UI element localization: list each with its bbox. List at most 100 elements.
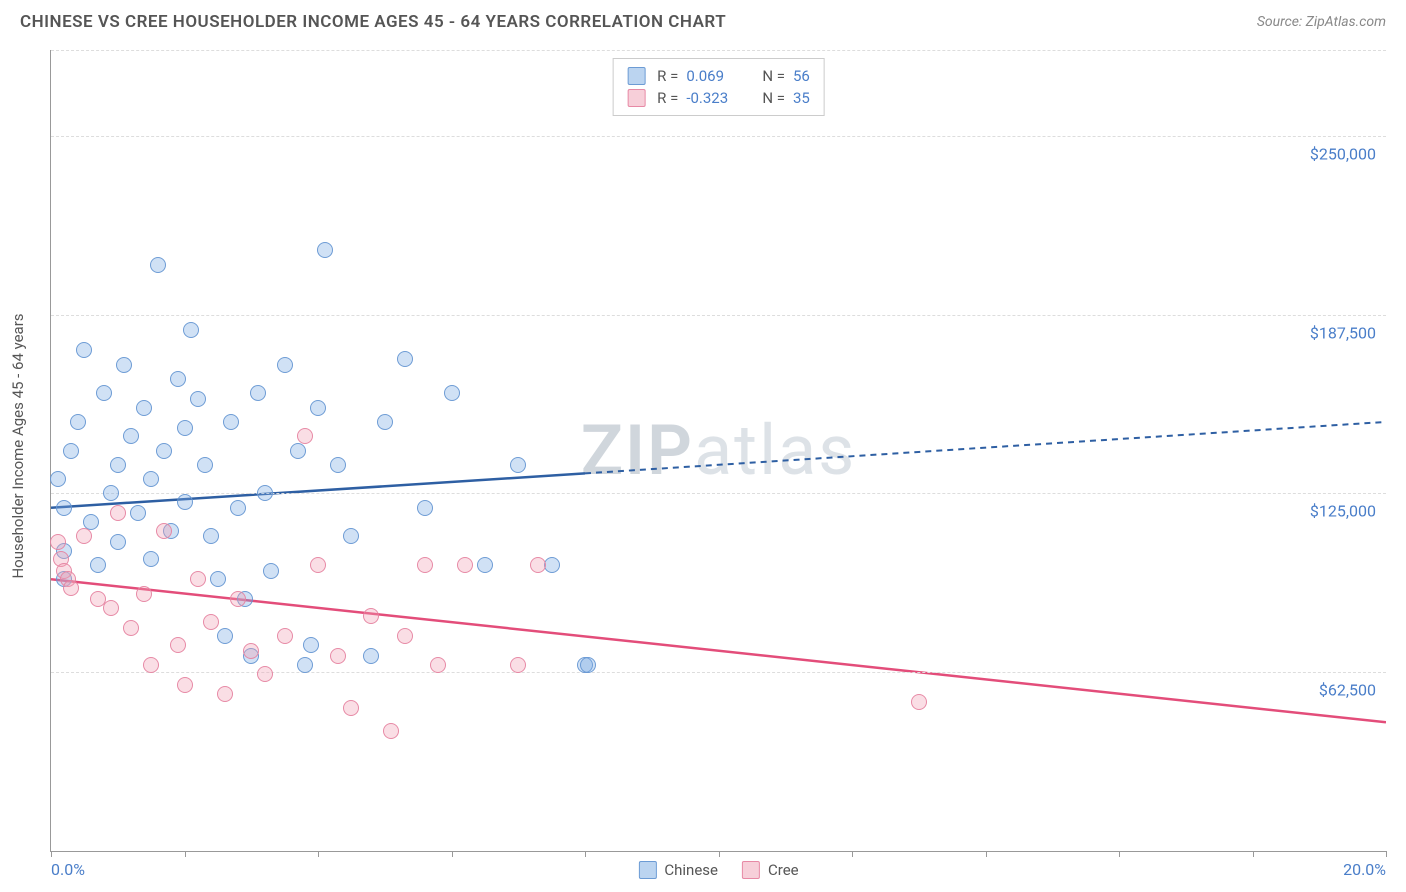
data-point <box>383 723 399 739</box>
data-point <box>297 428 313 444</box>
data-point <box>63 580 79 596</box>
data-point <box>457 557 473 573</box>
data-point <box>397 628 413 644</box>
data-point <box>343 700 359 716</box>
data-point <box>103 600 119 616</box>
data-point <box>230 591 246 607</box>
legend-item: Cree <box>742 861 799 879</box>
data-point <box>203 614 219 630</box>
legend-row: R = -0.323 N = 35 <box>627 87 810 109</box>
data-point <box>310 557 326 573</box>
data-point <box>510 457 526 473</box>
data-point <box>243 643 259 659</box>
r-value: -0.323 <box>686 89 746 107</box>
data-point <box>177 494 193 510</box>
data-point <box>203 528 219 544</box>
data-point <box>363 648 379 664</box>
watermark: ZIPatlas <box>581 410 857 492</box>
r-value: 0.069 <box>686 67 746 85</box>
data-point <box>230 500 246 516</box>
data-point <box>50 471 66 487</box>
data-point <box>330 648 346 664</box>
data-point <box>911 694 927 710</box>
data-point <box>170 371 186 387</box>
source-attribution: Source: ZipAtlas.com <box>1257 14 1386 30</box>
data-point <box>136 400 152 416</box>
legend-swatch <box>627 89 645 107</box>
legend-label: Chinese <box>664 861 718 879</box>
y-axis-label: Householder Income Ages 45 - 64 years <box>9 313 27 578</box>
data-point <box>50 534 66 550</box>
x-tick-label: 0.0% <box>51 860 85 879</box>
data-point <box>317 242 333 258</box>
legend-label: Cree <box>768 861 799 879</box>
legend-swatch <box>638 861 656 879</box>
n-value: 56 <box>793 67 810 85</box>
r-label: R = <box>657 89 678 107</box>
data-point <box>110 457 126 473</box>
data-point <box>277 357 293 373</box>
data-point <box>210 571 226 587</box>
gridline <box>51 315 1386 316</box>
n-value: 35 <box>793 89 810 107</box>
data-point <box>297 657 313 673</box>
n-label: N = <box>762 67 785 85</box>
data-point <box>103 485 119 501</box>
data-point <box>530 557 546 573</box>
data-point <box>96 385 112 401</box>
r-label: R = <box>657 67 678 85</box>
data-point <box>343 528 359 544</box>
x-tick-mark <box>1119 851 1120 857</box>
x-tick-mark <box>1253 851 1254 857</box>
data-point <box>217 628 233 644</box>
x-tick-mark <box>51 851 52 857</box>
gridline <box>51 672 1386 673</box>
data-point <box>150 257 166 273</box>
data-point <box>263 563 279 579</box>
y-tick-label: $250,000 <box>1310 144 1376 163</box>
data-point <box>430 657 446 673</box>
data-point <box>143 551 159 567</box>
legend-row: R = 0.069 N = 56 <box>627 65 810 87</box>
x-tick-label: 20.0% <box>1343 860 1386 879</box>
data-point <box>190 571 206 587</box>
data-point <box>76 342 92 358</box>
gridline <box>51 50 1386 51</box>
data-point <box>116 357 132 373</box>
data-point <box>183 322 199 338</box>
data-point <box>63 443 79 459</box>
data-point <box>130 505 146 521</box>
legend-swatch <box>742 861 760 879</box>
data-point <box>177 420 193 436</box>
y-tick-label: $62,500 <box>1319 681 1376 700</box>
data-point <box>417 500 433 516</box>
x-tick-mark <box>1386 851 1387 857</box>
data-point <box>136 586 152 602</box>
data-point <box>90 557 106 573</box>
data-point <box>477 557 493 573</box>
x-tick-mark <box>719 851 720 857</box>
y-tick-label: $187,500 <box>1310 323 1376 342</box>
n-label: N = <box>762 89 785 107</box>
trend-lines <box>51 50 1386 851</box>
x-tick-mark <box>852 851 853 857</box>
data-point <box>257 666 273 682</box>
data-point <box>123 620 139 636</box>
data-point <box>250 385 266 401</box>
data-point <box>110 534 126 550</box>
correlation-legend: R = 0.069 N = 56 R = -0.323 N = 35 <box>612 58 825 116</box>
scatter-chart: ZIPatlas R = 0.069 N = 56 R = -0.323 N =… <box>50 50 1386 852</box>
x-tick-mark <box>585 851 586 857</box>
series-legend: Chinese Cree <box>638 861 798 879</box>
data-point <box>444 385 460 401</box>
legend-swatch <box>627 67 645 85</box>
data-point <box>177 677 193 693</box>
data-point <box>197 457 213 473</box>
data-point <box>510 657 526 673</box>
data-point <box>123 428 139 444</box>
data-point <box>170 637 186 653</box>
data-point <box>277 628 293 644</box>
x-tick-mark <box>986 851 987 857</box>
data-point <box>156 443 172 459</box>
data-point <box>363 608 379 624</box>
